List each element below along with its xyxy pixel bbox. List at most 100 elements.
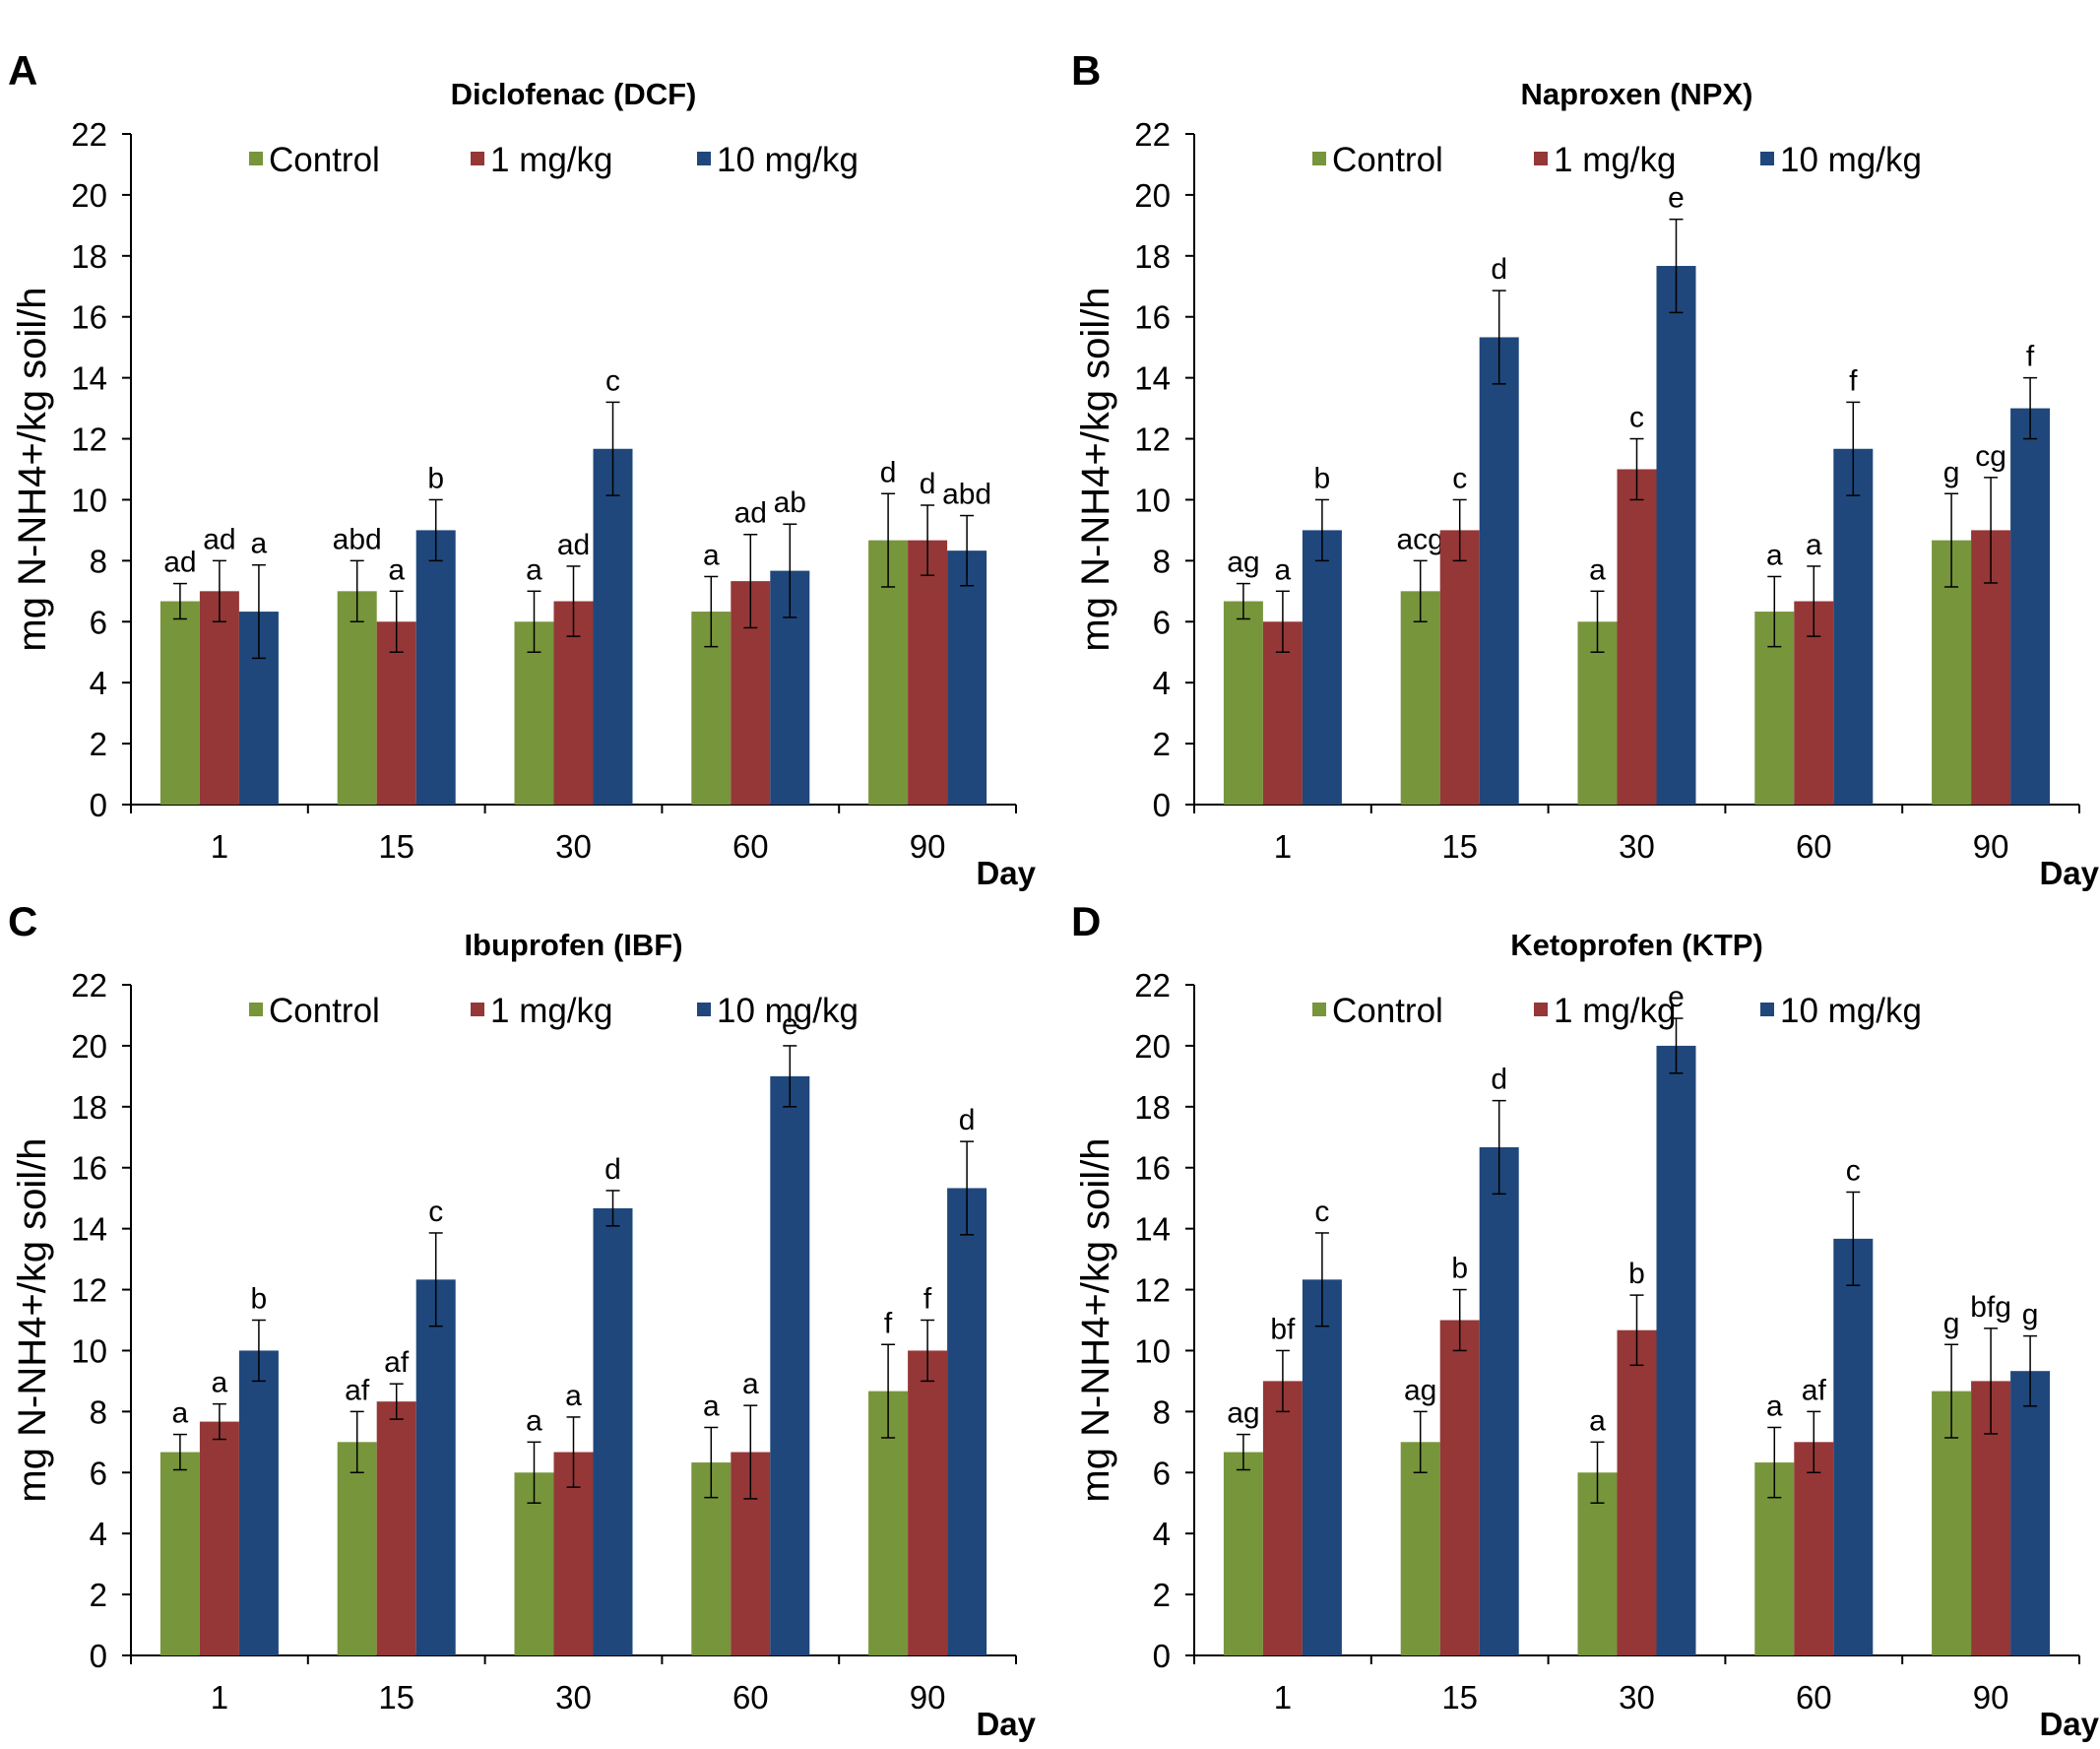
error-bar: [251, 563, 266, 660]
error-bar: [1236, 1433, 1250, 1471]
legend-label: Control: [1332, 141, 1443, 179]
legend-item: 1 mg/kg: [471, 992, 613, 1030]
error-bar: [605, 401, 620, 496]
significance-label: ag: [1404, 1374, 1436, 1406]
y-tick-label: 12: [1134, 1272, 1171, 1309]
significance-label: f: [884, 1307, 893, 1339]
bar-10-mg-kg-day-90: [2010, 1371, 2051, 1655]
bar-10-mg-kg-day-30: [1656, 1045, 1696, 1655]
y-tick-label: 22: [1134, 116, 1171, 153]
x-axis-label: Day: [976, 855, 1036, 891]
legend-label: 1 mg/kg: [1554, 992, 1677, 1030]
legend-item: 1 mg/kg: [471, 141, 613, 179]
y-axis-label: mg N-NH4+/kg soil/h: [1074, 287, 1117, 651]
error-bar: [350, 1410, 364, 1474]
bar-10-mg-kg-day-15: [1479, 1146, 1519, 1655]
significance-label: g: [1943, 1307, 1960, 1339]
significance-label: af: [1802, 1374, 1827, 1406]
bar-1-mg-kg-day-30: [1617, 1329, 1657, 1655]
significance-label: a: [251, 528, 268, 560]
legend-item: Control: [1312, 141, 1443, 179]
legend-label: 1 mg/kg: [1554, 141, 1677, 179]
error-bar: [605, 1190, 620, 1227]
bar-1-mg-kg-day-90: [908, 1350, 948, 1655]
y-tick-label: 6: [1153, 1455, 1171, 1491]
chart-panel-a: A Diclofenac (DCF) mg N-NH4+/kg soil/h 0 2 4 6…: [8, 47, 1037, 891]
error-bar: [1275, 1349, 1290, 1413]
y-tick-label: 0: [90, 787, 107, 823]
significance-label: a: [1589, 553, 1606, 586]
y-tick-label: 16: [1134, 1150, 1171, 1187]
panel-letter: C: [8, 898, 37, 944]
legend-label: 1 mg/kg: [490, 141, 613, 179]
significance-label: a: [526, 1404, 542, 1437]
significance-label: a: [1589, 1404, 1606, 1437]
chart-panel-d: D Ketoprofen (KTP) mg N-NH4+/kg soil/h 0 2 4 6…: [1071, 898, 2100, 1742]
significance-label: a: [1275, 553, 1292, 586]
y-tick-label: 14: [71, 1211, 107, 1248]
bar-1-mg-kg-day-1: [199, 591, 239, 805]
y-tick-label: 4: [1153, 665, 1171, 701]
significance-label: a: [703, 539, 720, 571]
legend-label: Control: [269, 992, 380, 1030]
legend-item: Control: [249, 992, 380, 1030]
legend-label: 10 mg/kg: [717, 992, 859, 1030]
error-bar: [251, 1319, 266, 1383]
panel-letter: D: [1071, 898, 1101, 944]
significance-label: b: [1451, 1253, 1468, 1285]
y-tick-label: 8: [1153, 1393, 1171, 1430]
significance-label: acg: [1397, 523, 1444, 555]
bar-10-mg-kg-day-15: [1479, 337, 1519, 805]
significance-label: c: [1846, 1154, 1861, 1187]
y-tick-label: 0: [90, 1638, 107, 1674]
error-bar: [881, 1343, 896, 1439]
significance-label: e: [1668, 981, 1685, 1013]
x-tick-label: 1: [1274, 1679, 1292, 1716]
significance-label: f: [1849, 364, 1858, 397]
legend-swatch: [1760, 152, 1774, 165]
significance-label: cg: [1975, 440, 2006, 473]
error-bar: [1807, 1410, 1821, 1474]
significance-label: e: [782, 1008, 798, 1041]
significance-label: ad: [557, 529, 590, 561]
error-bar: [566, 565, 581, 637]
bar-10-mg-kg-day-15: [415, 530, 456, 805]
y-tick-label: 2: [1153, 1577, 1171, 1613]
chart-panel-c: C Ibuprofen (IBF) mg N-NH4+/kg soil/h 0 2 4 6 8…: [8, 898, 1037, 1742]
y-tick-label: 22: [1134, 967, 1171, 1004]
significance-label: g: [2022, 1299, 2039, 1331]
x-axis-label: Day: [2039, 1706, 2099, 1742]
y-tick-label: 18: [1134, 238, 1171, 275]
error-bar: [1275, 590, 1290, 653]
y-tick-label: 0: [1153, 1638, 1171, 1674]
legend-swatch: [471, 1003, 484, 1016]
x-tick-label: 30: [555, 828, 592, 865]
significance-label: d: [920, 468, 936, 500]
y-tick-label: 12: [71, 421, 107, 458]
y-tick-label: 22: [71, 116, 107, 153]
error-bar: [1413, 1410, 1428, 1474]
significance-label: c: [1314, 1196, 1329, 1228]
error-bar: [1413, 559, 1428, 623]
error-bar: [389, 1383, 404, 1420]
significance-label: af: [345, 1374, 370, 1406]
error-bar: [2023, 1334, 2038, 1407]
bar-1-mg-kg-day-30: [1617, 469, 1657, 805]
x-tick-label: 30: [555, 1679, 592, 1716]
chart-title: Naproxen (NPX): [1521, 77, 1753, 111]
error-bar: [1669, 218, 1684, 314]
y-tick-label: 14: [1134, 360, 1171, 397]
x-tick-label: 1: [211, 1679, 228, 1716]
error-bar: [172, 582, 187, 620]
significance-label: g: [1943, 456, 1960, 488]
bar-1-mg-kg-day-15: [376, 1401, 416, 1655]
y-tick-label: 8: [1153, 543, 1171, 579]
y-tick-label: 10: [1134, 1332, 1171, 1369]
y-tick-label: 20: [1134, 177, 1171, 214]
error-bar: [743, 1404, 758, 1500]
panel-letter: A: [8, 47, 37, 94]
significance-label: a: [172, 1397, 189, 1430]
bar-10-mg-kg-day-60: [1833, 1238, 1874, 1655]
error-bar: [172, 1433, 187, 1471]
